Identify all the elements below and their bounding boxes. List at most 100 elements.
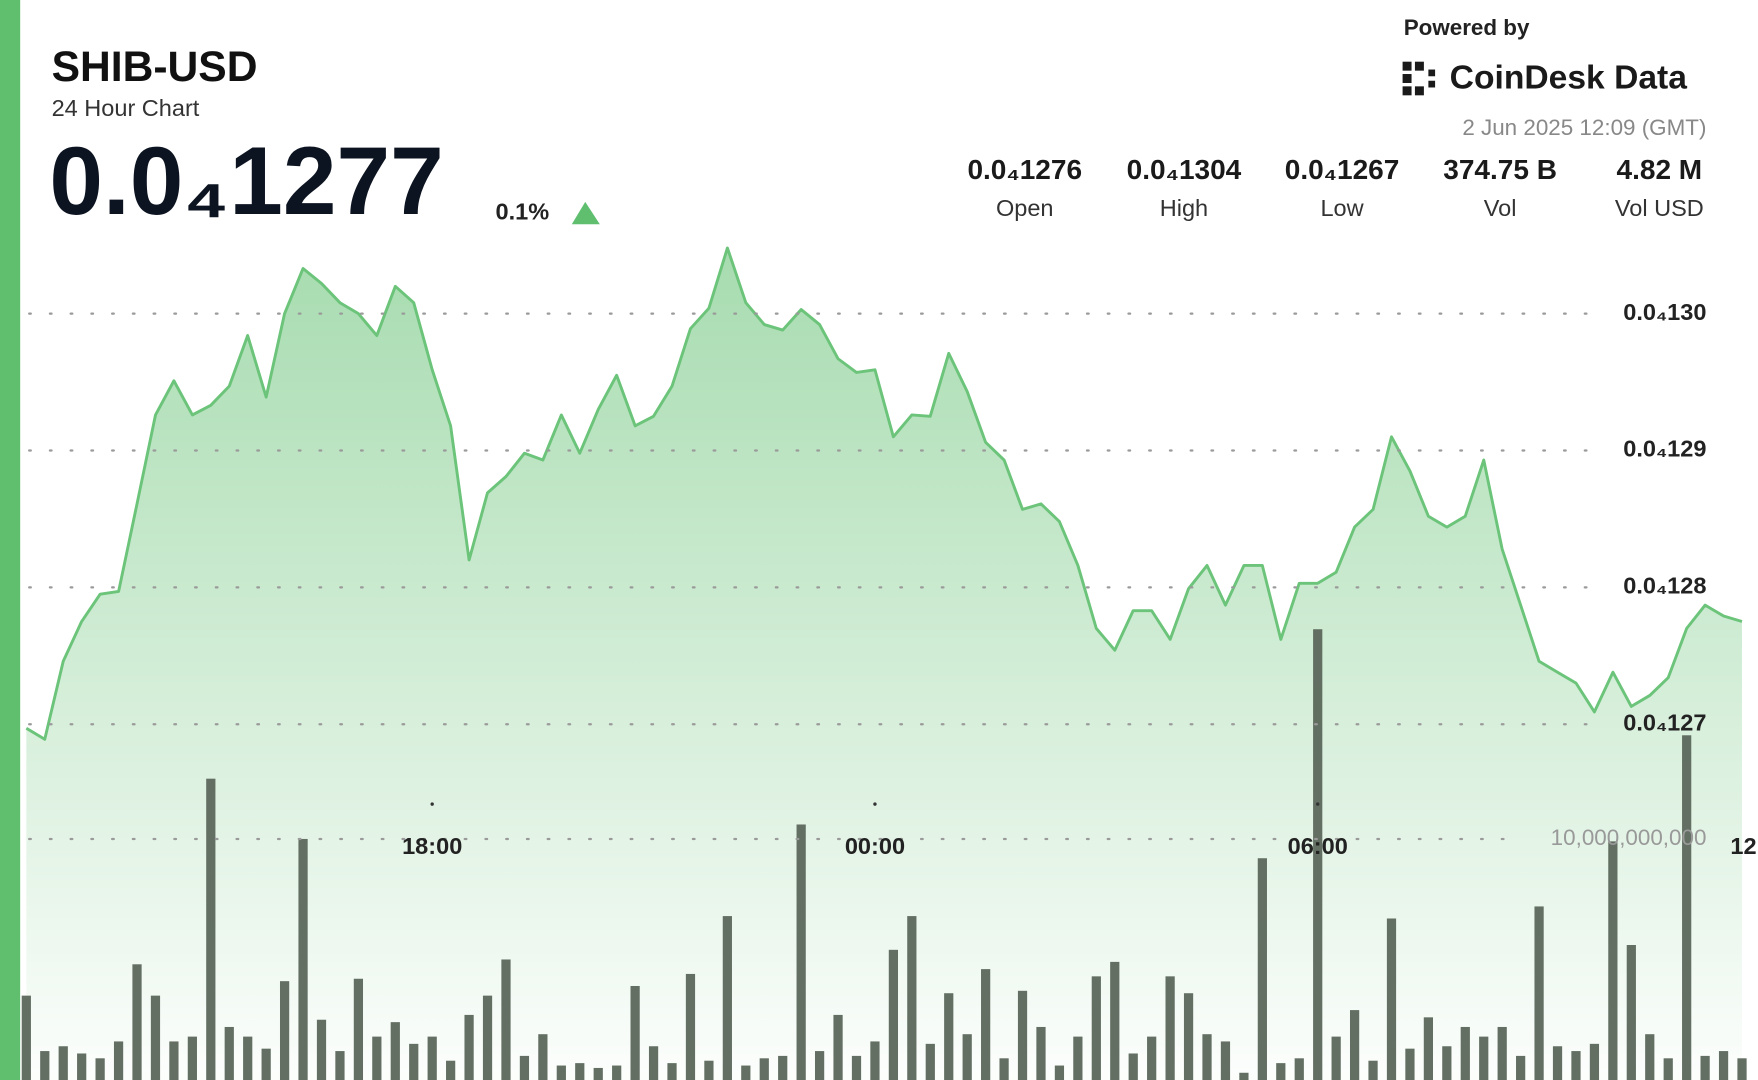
volume-bar xyxy=(353,978,364,1080)
volume-bar xyxy=(1073,1036,1083,1080)
volume-bar xyxy=(1368,1060,1378,1080)
volume-bar xyxy=(1682,735,1692,1080)
accent-bar xyxy=(0,0,21,1080)
volume-bar xyxy=(538,1034,548,1080)
volume-bar xyxy=(1608,841,1618,1080)
volume-bar xyxy=(685,973,696,1080)
volume-bar xyxy=(1534,906,1544,1080)
chart-subtitle: 24 Hour Chart xyxy=(52,95,200,121)
volume-bar xyxy=(21,995,31,1080)
volume-bar xyxy=(667,1063,677,1080)
stat-value: 0.0₄1267 xyxy=(1285,154,1400,185)
volume-bar xyxy=(962,1034,972,1080)
brand-logo xyxy=(1402,61,1436,96)
volume-bar xyxy=(224,1026,234,1080)
volume-bar xyxy=(150,995,161,1080)
volume-bar xyxy=(1552,1046,1563,1080)
volume-bar xyxy=(1331,1036,1341,1080)
y-tick-label: 0.0₄127 xyxy=(1623,709,1706,735)
volume-bar xyxy=(778,1055,788,1080)
stat-label: Vol xyxy=(1484,195,1517,221)
powered-by: Powered by xyxy=(1404,15,1530,40)
volume-bar xyxy=(1479,1036,1489,1080)
volume-bar xyxy=(1700,1055,1710,1080)
x-tick-mark xyxy=(1316,802,1320,806)
volume-bar xyxy=(1516,1055,1526,1080)
volume-bar xyxy=(704,1060,714,1080)
volume-bar xyxy=(907,916,917,1080)
x-tick-label: 06:00 xyxy=(1288,833,1348,859)
volume-bar xyxy=(1017,990,1028,1080)
volume-bar xyxy=(612,1065,622,1080)
volume-bar xyxy=(722,916,732,1080)
stat-value: 0.0₄1304 xyxy=(1127,154,1242,185)
volume-bar xyxy=(1239,1072,1249,1080)
volume-bar xyxy=(132,964,142,1080)
stat-label: Vol USD xyxy=(1615,195,1704,221)
y2-tick-label: 10,000,000,000 xyxy=(1551,825,1707,850)
volume-bar xyxy=(1054,1065,1065,1080)
volume-bar xyxy=(40,1051,50,1080)
volume-bar xyxy=(1442,1046,1452,1080)
volume-bar xyxy=(390,1022,400,1080)
volume-bar xyxy=(1147,1036,1157,1080)
x-tick-label: 12:00 xyxy=(1730,833,1758,859)
volume-bar xyxy=(169,1041,179,1080)
volume-bar xyxy=(1405,1048,1415,1080)
volume-bar xyxy=(925,1043,935,1080)
volume-bar xyxy=(1737,1058,1747,1080)
volume-bar xyxy=(187,1036,197,1080)
volume-bar xyxy=(1165,976,1175,1080)
volume-bar xyxy=(113,1041,124,1080)
y-tick-label: 0.0₄129 xyxy=(1623,436,1706,462)
volume-bar xyxy=(814,1051,825,1080)
volume-bar xyxy=(1257,858,1267,1080)
plot-area: 0.0₄130 0.0₄129 0.0₄128 0.0₄127 10,000,000,0… xyxy=(21,246,1758,1080)
y-tick-label: 0.0₄128 xyxy=(1623,573,1706,599)
volume-bar xyxy=(741,1065,751,1080)
volume-bar xyxy=(759,1058,769,1080)
volume-bar xyxy=(1645,1034,1655,1080)
volume-bar xyxy=(1036,1026,1046,1080)
volume-bar xyxy=(1460,1026,1470,1080)
volume-bar xyxy=(888,949,899,1080)
stat-label: Low xyxy=(1320,195,1364,221)
y-tick-label: 0.0₄130 xyxy=(1623,299,1706,325)
volume-bar xyxy=(261,1048,271,1080)
volume-bar xyxy=(206,778,216,1080)
volume-bar xyxy=(243,1036,253,1080)
volume-bar xyxy=(464,1014,474,1080)
volume-bar xyxy=(1091,976,1101,1080)
volume-bar xyxy=(1423,1017,1434,1080)
stat-value: 4.82 M xyxy=(1617,154,1703,185)
volume-bar xyxy=(648,1046,659,1080)
volume-bar xyxy=(1386,918,1397,1080)
volume-bar xyxy=(1110,961,1120,1080)
volume-bar xyxy=(372,1036,382,1080)
volume-bar xyxy=(58,1046,68,1080)
price-change: 0.1% xyxy=(496,198,550,224)
volume-bar xyxy=(427,1036,437,1080)
price-area xyxy=(26,247,1742,1080)
volume-bar xyxy=(298,838,308,1080)
volume-bar xyxy=(1276,1063,1286,1080)
volume-bar xyxy=(833,1014,843,1080)
volume-bar xyxy=(77,1053,87,1080)
volume-bar xyxy=(630,985,640,1080)
volume-bar xyxy=(999,1058,1009,1080)
volume-bar xyxy=(1294,1058,1304,1080)
x-tick-label: 18:00 xyxy=(402,833,462,859)
volume-bar xyxy=(851,1055,862,1080)
volume-bar xyxy=(1202,1034,1212,1080)
stat-label: High xyxy=(1160,195,1208,221)
volume-bar xyxy=(95,1058,105,1080)
volume-bar xyxy=(981,969,991,1080)
volume-bar xyxy=(1128,1053,1138,1080)
stat-label: Open xyxy=(996,195,1054,221)
volume-bar xyxy=(1220,1041,1231,1080)
x-tick-mark xyxy=(430,802,434,806)
price-line xyxy=(25,246,1743,741)
volume-bar xyxy=(335,1051,345,1080)
